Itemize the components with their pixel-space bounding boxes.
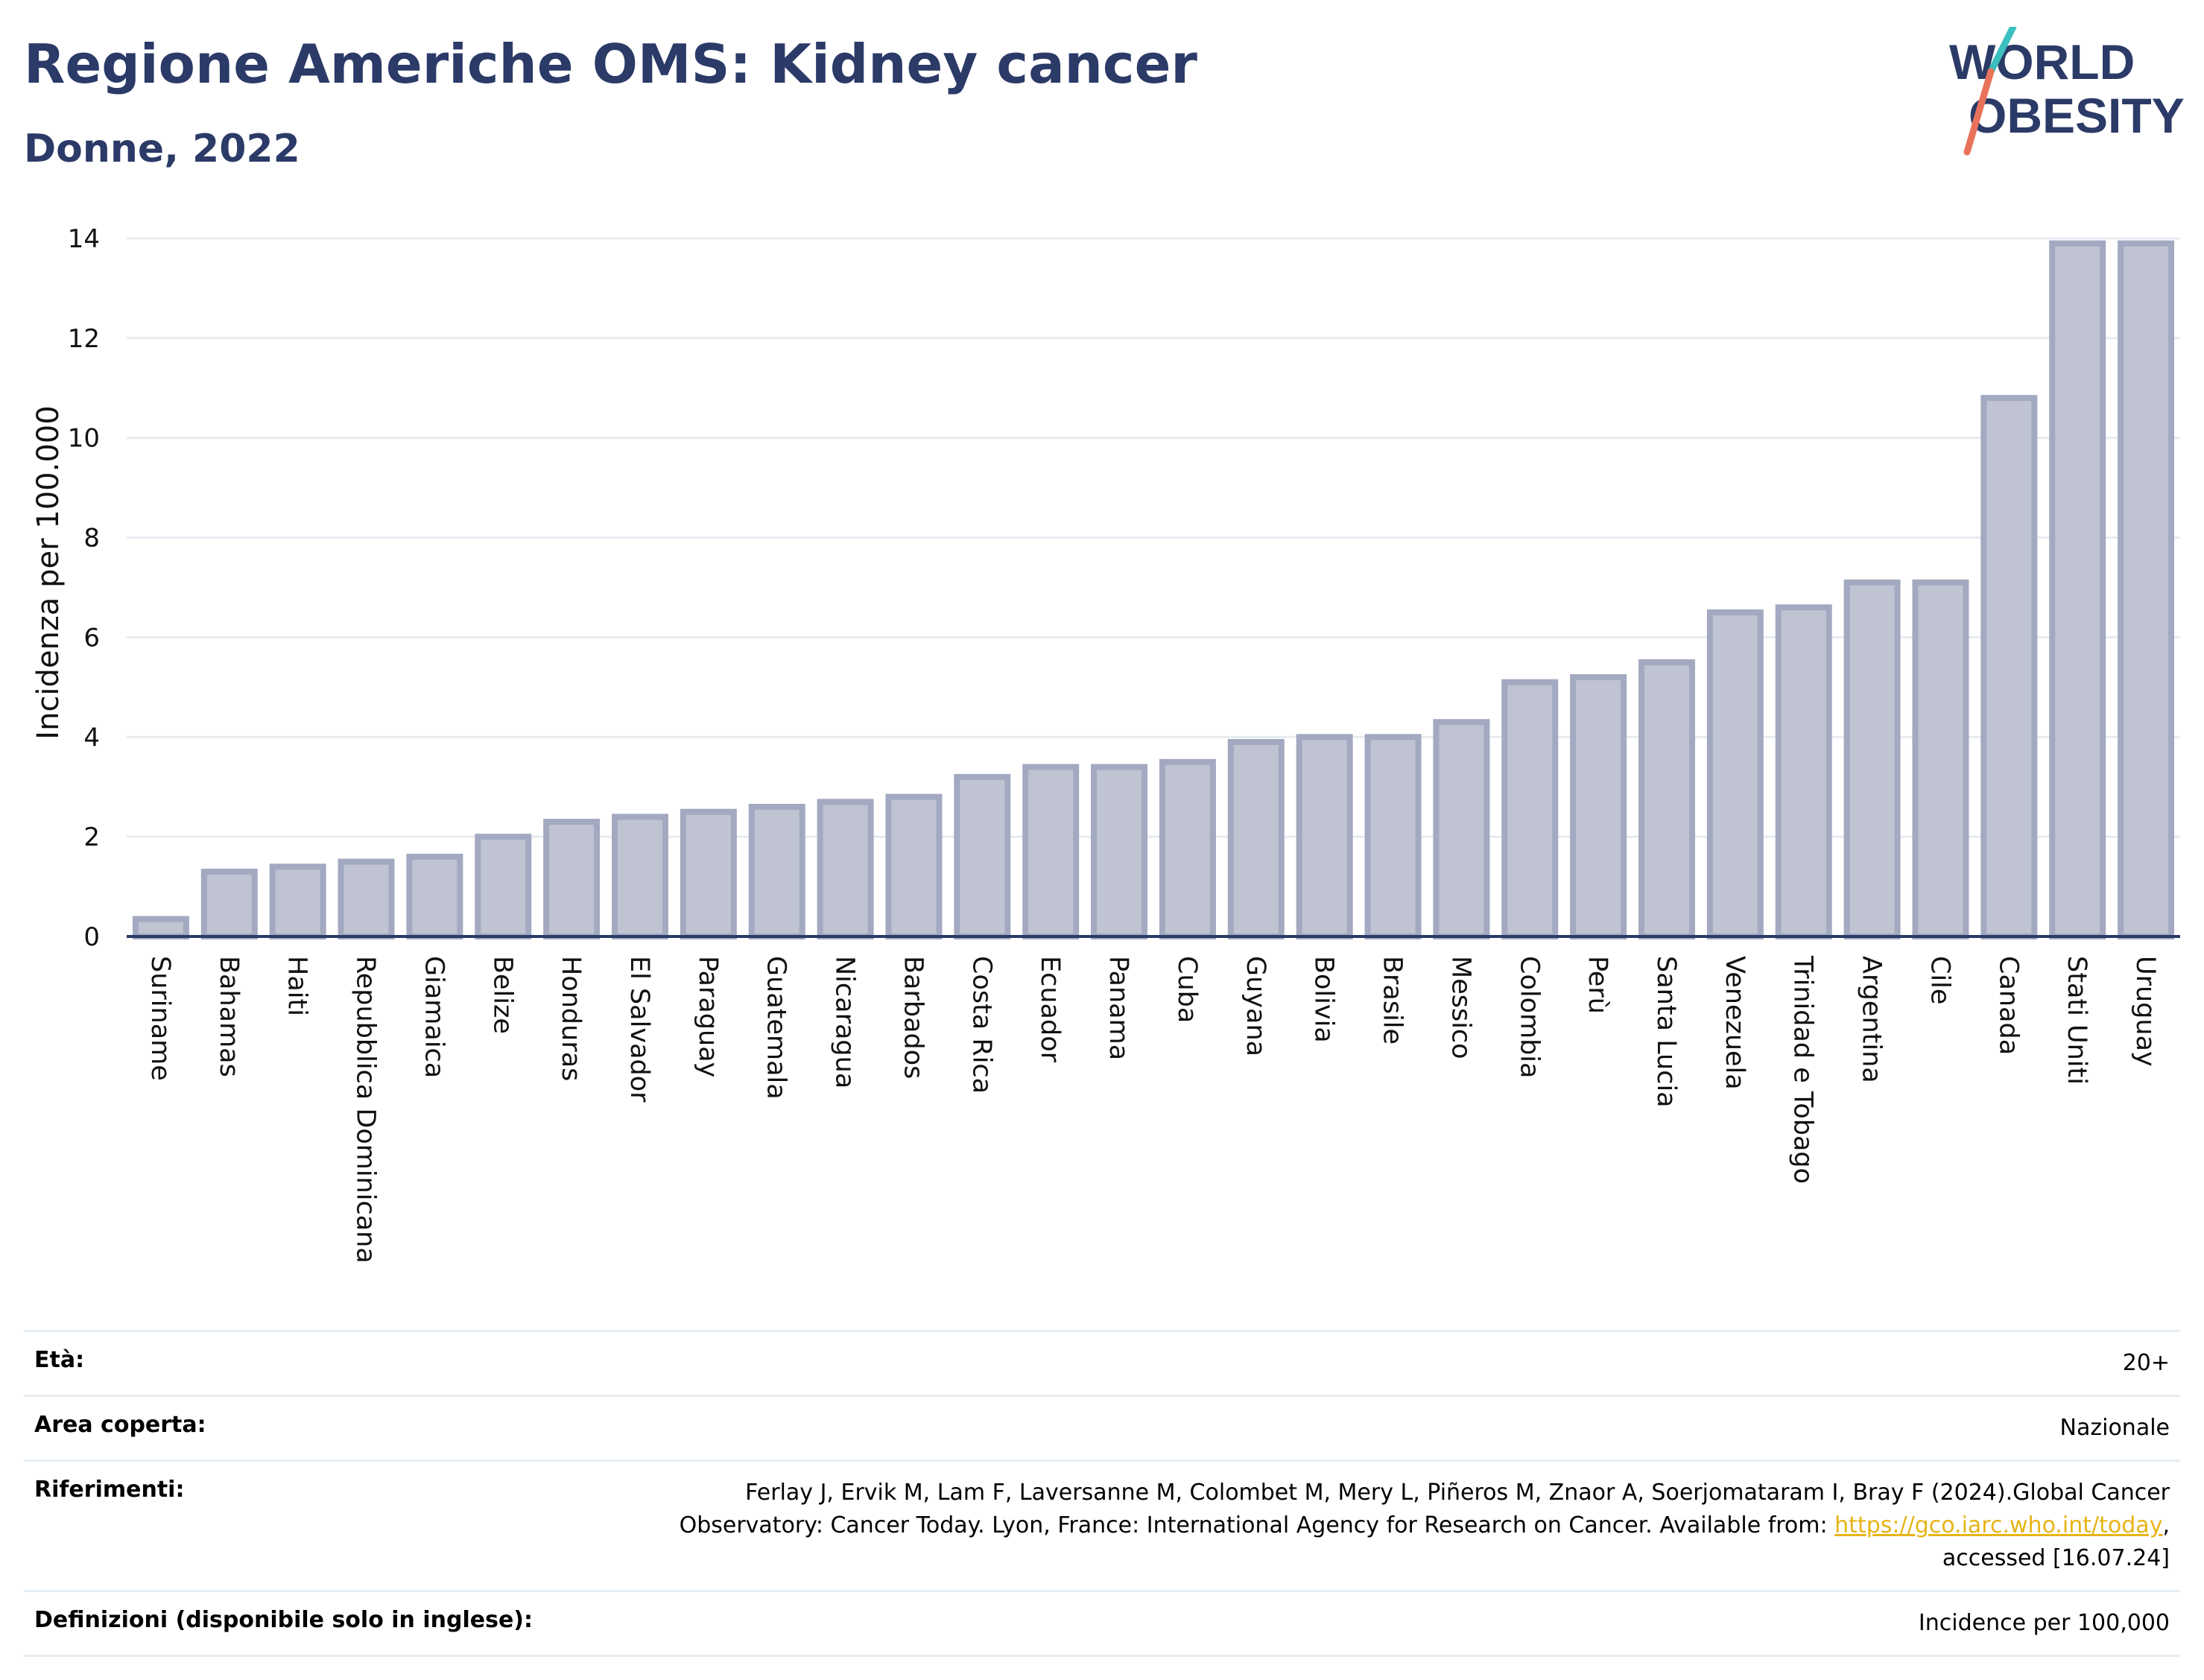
bar xyxy=(1706,609,1764,939)
x-tick-label: El Salvador xyxy=(624,956,654,1103)
y-tick-label: 0 xyxy=(83,922,100,952)
bar xyxy=(2118,240,2175,939)
x-tick-label: Uruguay xyxy=(2130,956,2160,1067)
x-tick-label: Costa Rica xyxy=(966,956,996,1094)
page-title: Regione Americhe OMS: Kidney cancer xyxy=(24,33,1197,95)
info-row-age: Età: 20+ xyxy=(24,1330,2180,1395)
definitions-value: Incidence per 100,000 xyxy=(1918,1610,2170,1636)
page-subtitle: Donne, 2022 xyxy=(24,127,300,171)
bar xyxy=(132,916,189,939)
info-row-area: Area coperta: Nazionale xyxy=(24,1395,2180,1459)
x-tick-label: Stati Uniti xyxy=(2062,956,2091,1085)
references-text-end: , accessed [16.07.24] xyxy=(1942,1512,2170,1571)
bar xyxy=(1501,679,1559,940)
definitions-label: Definizioni (disponibile solo in inglese… xyxy=(34,1607,533,1633)
x-tick-label: Cuba xyxy=(1172,956,1202,1023)
x-tick-label: Barbados xyxy=(898,956,928,1079)
bar xyxy=(885,793,943,939)
world-obesity-logo: WORLD OBESITY xyxy=(1949,27,2185,156)
bar xyxy=(269,863,326,940)
bar-chart: 0 2 4 6 8 10 12 14 Incidenza per 100.000 Suriname… xyxy=(31,224,2180,1264)
bar xyxy=(1433,719,1490,939)
x-tick-label: Santa Lucia xyxy=(1651,956,1681,1108)
x-tick-label: Haiti xyxy=(282,956,312,1016)
bar xyxy=(1638,659,1695,940)
bar xyxy=(1775,604,1832,939)
x-tick-label: Suriname xyxy=(145,956,175,1081)
x-tick-label: Argentina xyxy=(1857,956,1887,1083)
y-tick-label: 2 xyxy=(83,822,100,852)
y-tick-label: 6 xyxy=(83,623,100,653)
y-tick-label: 10 xyxy=(68,424,100,454)
x-tick-label: Repubblica Dominicana xyxy=(351,956,381,1264)
y-tick-label: 4 xyxy=(83,723,100,752)
x-tick-label: Paraguay xyxy=(693,956,723,1077)
x-tick-label: Honduras xyxy=(556,956,586,1081)
bar xyxy=(406,853,463,940)
y-tick-label: 12 xyxy=(68,324,100,354)
x-tick-label: Belize xyxy=(487,956,517,1034)
y-axis-label: Incidenza per 100.000 xyxy=(31,405,66,739)
references-label: Riferimenti: xyxy=(34,1477,185,1503)
bar xyxy=(1364,734,1422,939)
x-tick-label: Giamaica xyxy=(419,956,449,1078)
references-value: Ferlay J, Ervik M, Lam F, Laversanne M, … xyxy=(605,1477,2170,1575)
references-link[interactable]: https://gco.iarc.who.int/today xyxy=(1834,1512,2163,1538)
info-row-definitions: Definizioni (disponibile solo in inglese… xyxy=(24,1590,2180,1657)
bar xyxy=(1022,764,1080,940)
logo-slash-teal xyxy=(1987,27,2017,75)
bar xyxy=(1227,738,1285,939)
bar xyxy=(1980,395,2038,939)
x-tick-label: Cile xyxy=(1925,956,1954,1004)
x-tick-label: Venezuela xyxy=(1720,956,1749,1090)
x-tick-label: Guatemala xyxy=(761,956,791,1100)
bar xyxy=(200,868,258,939)
y-tick-label: 14 xyxy=(68,224,100,254)
x-tick-label: Nicaragua xyxy=(830,956,860,1088)
x-tick-label: Messico xyxy=(1445,956,1475,1059)
x-tick-label: Colombia xyxy=(1514,956,1544,1078)
age-value: 20+ xyxy=(2122,1350,2170,1376)
bar xyxy=(1570,673,1627,939)
x-tick-label: Guyana xyxy=(1241,956,1270,1056)
x-tick-label: Trinidad e Tobago xyxy=(1788,955,1818,1184)
logo-line2: OBESITY xyxy=(1969,88,2185,143)
bar xyxy=(475,834,532,939)
bar xyxy=(2049,240,2106,939)
y-tick-label: 8 xyxy=(83,524,100,554)
x-tick-label: Perù xyxy=(1583,956,1612,1014)
bar xyxy=(338,858,395,940)
logo-slash-coral xyxy=(1963,68,1995,156)
bar xyxy=(1159,758,1216,939)
age-label: Età: xyxy=(34,1347,85,1373)
x-tick-label: Bolivia xyxy=(1309,956,1339,1043)
bar xyxy=(954,773,1011,940)
area-label: Area coperta: xyxy=(34,1412,206,1438)
x-tick-label: Brasile xyxy=(1378,956,1407,1045)
bar xyxy=(543,819,601,940)
x-tick-label: Ecuador xyxy=(1035,956,1065,1063)
logo-line1: WORLD xyxy=(1949,34,2135,89)
bar xyxy=(680,808,737,940)
x-tick-label: Canada xyxy=(1993,956,2023,1055)
bar xyxy=(748,803,805,939)
bar xyxy=(1912,579,1969,939)
bar xyxy=(1091,764,1148,940)
bar xyxy=(1296,734,1353,939)
bar xyxy=(817,799,874,939)
info-table: Età: 20+ Area coperta: Nazionale Riferim… xyxy=(24,1330,2180,1657)
area-value: Nazionale xyxy=(2059,1415,2170,1441)
x-tick-label: Bahamas xyxy=(214,956,244,1077)
x-tick-label: Panama xyxy=(1103,956,1133,1060)
bar xyxy=(1843,579,1901,939)
references-text: Ferlay J, Ervik M, Lam F, Laversanne M, … xyxy=(679,1480,2170,1538)
bar xyxy=(612,814,668,940)
info-row-references: Riferimenti: Ferlay J, Ervik M, Lam F, L… xyxy=(24,1459,2180,1590)
